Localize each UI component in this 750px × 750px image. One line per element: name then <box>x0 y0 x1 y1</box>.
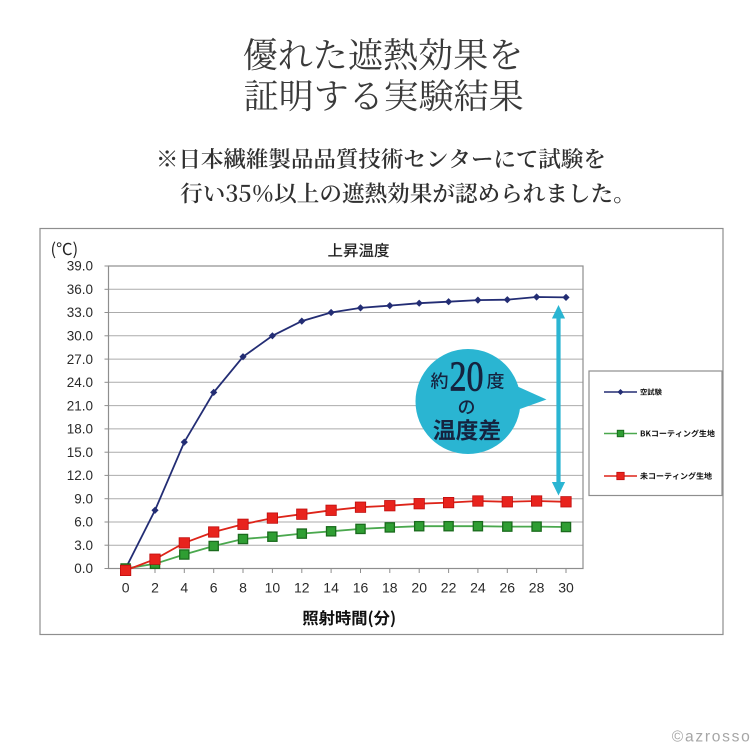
svg-text:2: 2 <box>151 580 159 596</box>
svg-text:14: 14 <box>323 580 339 596</box>
svg-text:20: 20 <box>450 355 484 401</box>
svg-text:24.0: 24.0 <box>67 375 93 390</box>
svg-text:12: 12 <box>294 580 310 596</box>
svg-text:24: 24 <box>470 580 486 596</box>
svg-text:4: 4 <box>180 580 188 596</box>
svg-text:26: 26 <box>500 580 516 596</box>
svg-text:36.0: 36.0 <box>67 282 93 297</box>
svg-text:©azrosso: ©azrosso <box>672 729 750 746</box>
svg-text:6.0: 6.0 <box>74 515 93 530</box>
svg-text:30: 30 <box>558 580 574 596</box>
svg-text:27.0: 27.0 <box>67 352 93 367</box>
svg-text:9.0: 9.0 <box>74 491 93 506</box>
svg-text:3.0: 3.0 <box>74 538 93 553</box>
svg-text:20: 20 <box>411 580 427 596</box>
svg-text:28: 28 <box>529 580 545 596</box>
svg-text:30.0: 30.0 <box>67 329 93 344</box>
svg-text:0: 0 <box>122 580 130 596</box>
svg-text:18: 18 <box>382 580 398 596</box>
svg-text:18.0: 18.0 <box>67 422 93 437</box>
svg-text:22: 22 <box>441 580 457 596</box>
svg-text:15.0: 15.0 <box>67 445 93 460</box>
svg-text:21.0: 21.0 <box>67 398 93 413</box>
svg-text:16: 16 <box>353 580 369 596</box>
svg-text:10: 10 <box>265 580 281 596</box>
svg-text:33.0: 33.0 <box>67 305 93 320</box>
svg-text:39.0: 39.0 <box>67 259 93 274</box>
svg-text:0.0: 0.0 <box>74 561 93 576</box>
svg-text:12.0: 12.0 <box>67 468 93 483</box>
svg-text:6: 6 <box>210 580 218 596</box>
svg-text:8: 8 <box>239 580 247 596</box>
